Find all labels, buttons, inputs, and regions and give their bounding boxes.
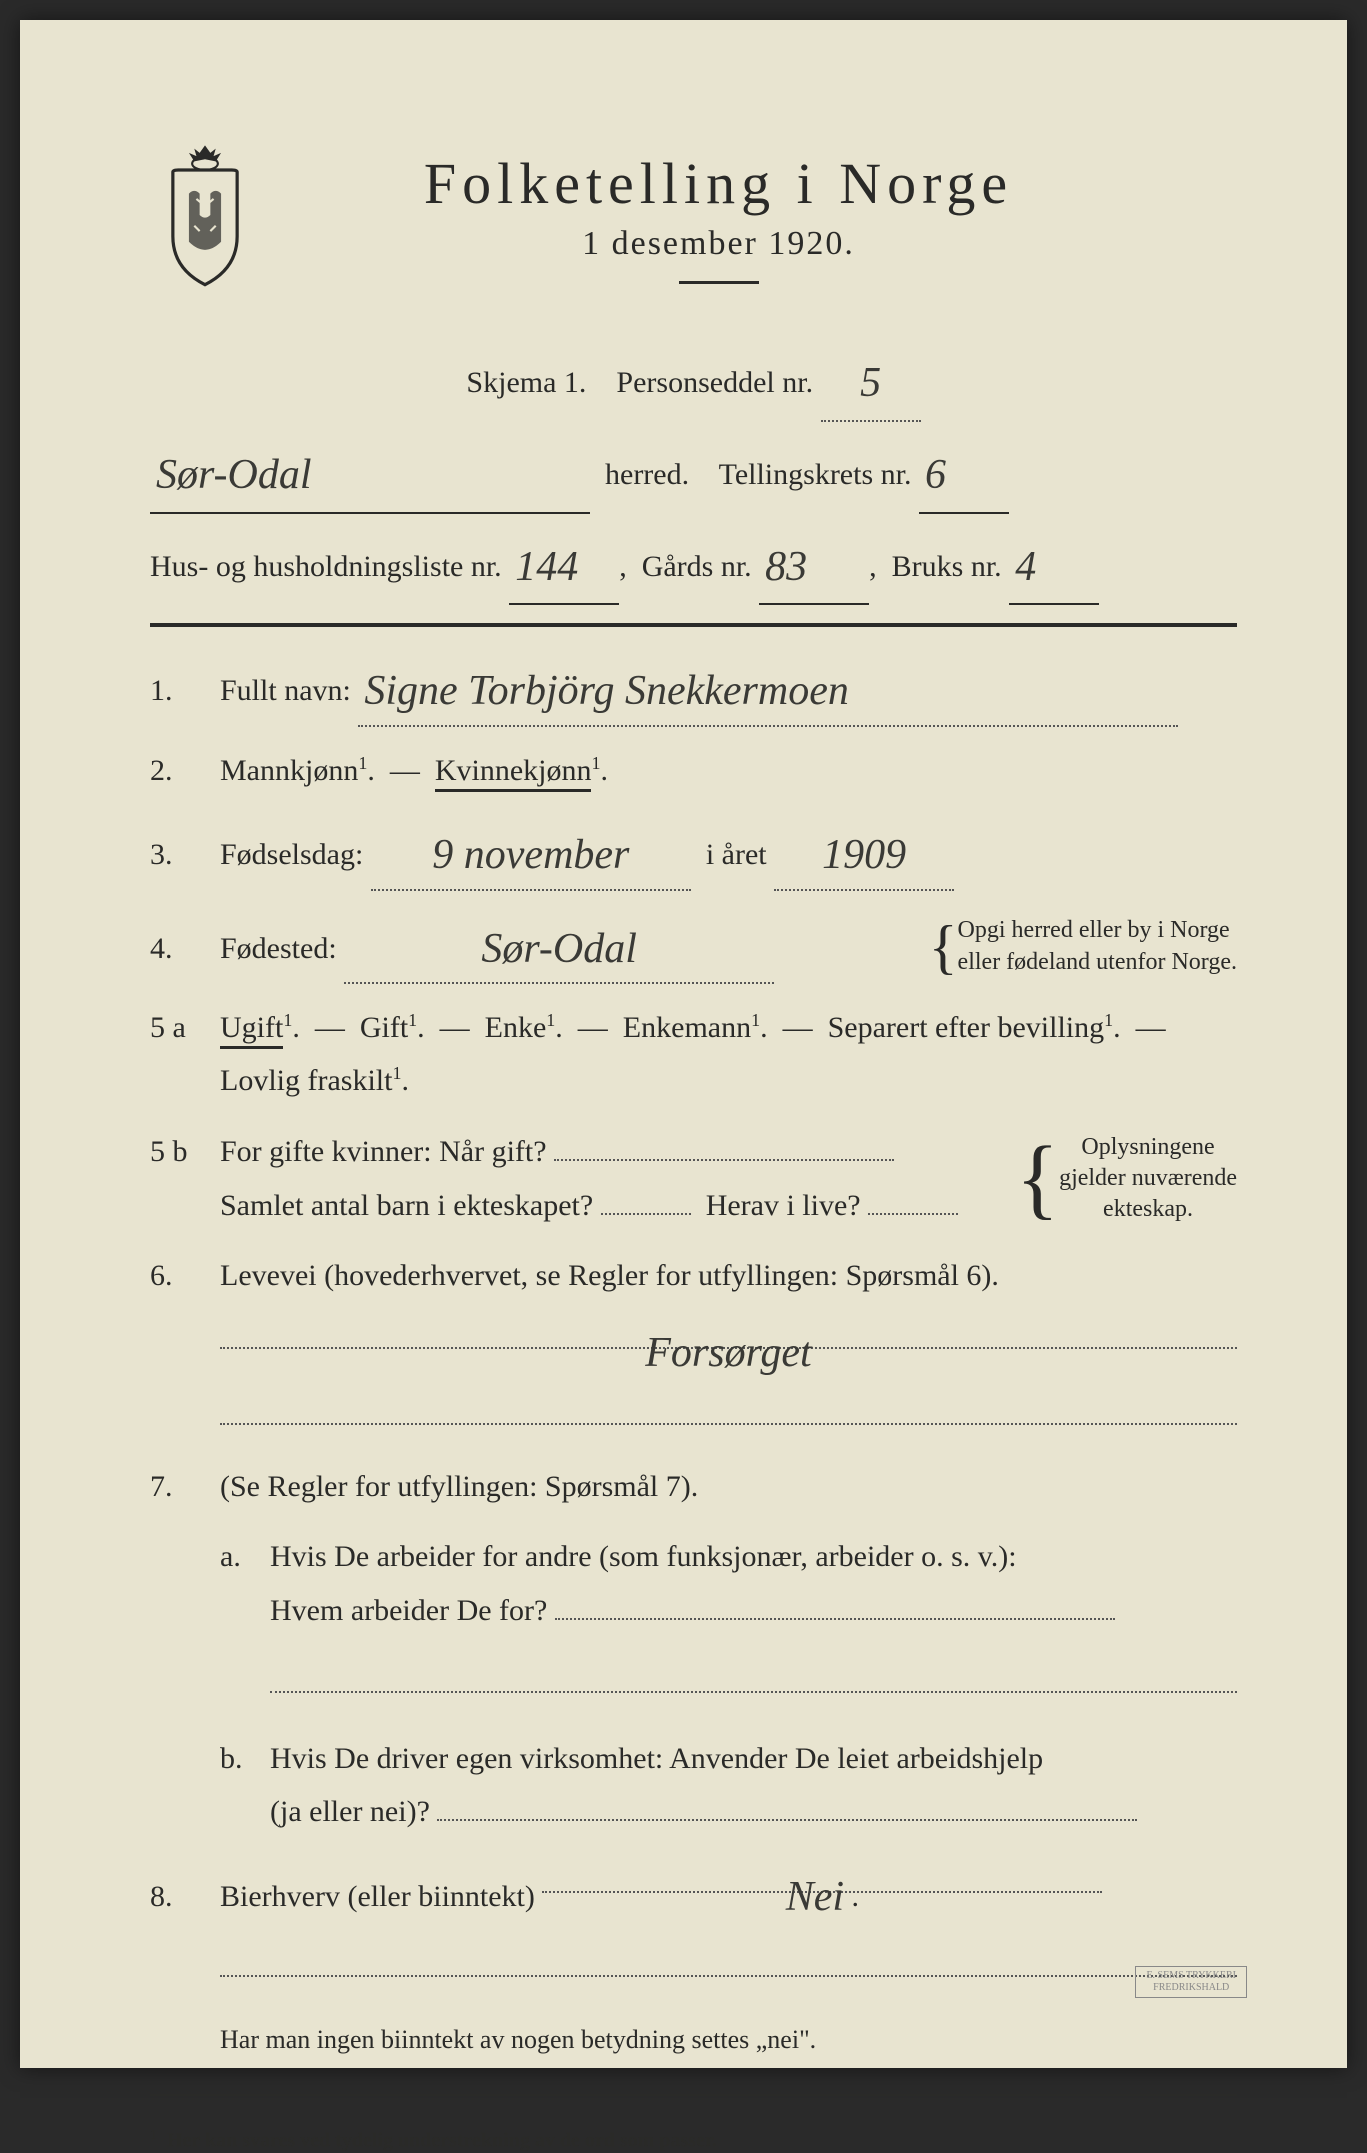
q4-value-field: Sør-Odal (344, 909, 774, 985)
hint-text: Har man ingen biinntekt av nogen betydni… (220, 2015, 1237, 2064)
q8-field2 (220, 1941, 1237, 1977)
personseddel-label: Personseddel nr. (616, 366, 813, 399)
q8-field: Nei . (542, 1857, 1102, 1893)
q4-num: 4. (150, 932, 220, 966)
q5a-fraskilt: Lovlig fraskilt (220, 1064, 392, 1097)
q3-num: 3. (150, 838, 220, 872)
q5b-field2 (601, 1179, 691, 1215)
q5a-enkemann: Enkemann (623, 1011, 751, 1044)
q3-year-label: i året (706, 838, 767, 871)
q4-note: Opgi herred eller by i Norge eller fødel… (958, 915, 1237, 977)
q5b-label3: Herav i live? (706, 1189, 861, 1222)
hus-label: Hus- og husholdningsliste nr. (150, 550, 502, 583)
tellingskrets-label: Tellingskrets nr. (719, 458, 912, 491)
footnote: 1 Her kan svares ved tydelig understrekn… (150, 2120, 1237, 2153)
row-hus: Hus- og husholdningsliste nr. 144, Gårds… (150, 524, 1237, 606)
q8-num: 8. (150, 1880, 220, 1914)
q5a-num: 5 a (150, 1011, 220, 1045)
q5b-label2: Samlet antal barn i ekteskapet? (220, 1189, 593, 1222)
q3-label: Fødselsdag: (220, 838, 363, 871)
question-2: 2. Mannkjønn1. — Kvinnekjønn1. (150, 745, 1237, 798)
brace-icon: { (1016, 1138, 1059, 1219)
q6-label: Levevei (hovederhvervet, se Regler for u… (220, 1259, 999, 1292)
main-title: Folketelling i Norge (300, 150, 1137, 217)
q7a-text2: Hvem arbeider De for? (270, 1594, 547, 1627)
q7a-field (555, 1584, 1115, 1620)
question-5a: 5 a Ugift1. — Gift1. — Enke1. — Enkemann… (150, 1002, 1237, 1107)
printer-stamp: E. SEMS TRYKKERIFREDRIKSHALD (1135, 1966, 1247, 1998)
question-3: 3. Fødselsdag: 9 november i året 1909 (150, 815, 1237, 891)
question-4: 4. Fødested: Sør-Odal { Opgi herred elle… (150, 909, 1237, 985)
bruks-label: Bruks nr. (892, 550, 1002, 583)
personseddel-nr: 5 (821, 340, 921, 422)
q2-mann: Mannkjønn (220, 754, 358, 787)
question-8: 8. Bierhverv (eller biinntekt) Nei . (150, 1857, 1237, 1995)
q8-label: Bierhverv (eller biinntekt) (220, 1880, 535, 1913)
herred-label: herred. (605, 458, 689, 491)
q7b-text1: Hvis De driver egen virksomhet: Anvender… (270, 1742, 1043, 1775)
q7a-field2 (270, 1657, 1237, 1693)
hus-nr: 144 (509, 524, 619, 606)
q2-kvinne: Kvinnekjønn (435, 754, 592, 792)
q7b-field (437, 1785, 1137, 1821)
q5a-separert: Separert efter bevilling (828, 1011, 1105, 1044)
question-1: 1. Fullt navn: Signe Torbjörg Snekkermoe… (150, 651, 1237, 727)
brace-icon: { (929, 920, 958, 974)
q3-day-field: 9 november (371, 815, 691, 891)
q3-year-field: 1909 (774, 815, 954, 891)
q1-label: Fullt navn: (220, 674, 351, 707)
q1-value-field: Signe Torbjörg Snekkermoen (358, 651, 1178, 727)
q5b-label1: For gifte kvinner: Når gift? (220, 1135, 547, 1168)
skjema-label: Skjema 1. (466, 366, 586, 399)
herred-value: Sør-Odal (150, 432, 590, 514)
q7b-label: b. (220, 1733, 270, 1839)
q5a-enke: Enke (485, 1011, 547, 1044)
q5a-ugift: Ugift (220, 1011, 283, 1049)
q5b-num: 5 b (150, 1135, 220, 1169)
census-form-page: Folketelling i Norge 1 desember 1920. Sk… (20, 20, 1347, 2068)
bruks-nr: 4 (1009, 524, 1099, 606)
q6-field: Forsørget (220, 1313, 1237, 1349)
q5a-gift: Gift (360, 1011, 408, 1044)
q4-label: Fødested: (220, 932, 337, 965)
q6-num: 6. (150, 1259, 220, 1293)
question-5b: 5 b For gifte kvinner: Når gift? Samlet … (150, 1125, 1237, 1232)
q5b-note: Oplysningene gjelder nuværende ekteskap. (1059, 1132, 1237, 1226)
q7b-text2: (ja eller nei)? (270, 1795, 430, 1828)
gards-label: Gårds nr. (642, 550, 752, 583)
q1-num: 1. (150, 674, 220, 708)
title-block: Folketelling i Norge 1 desember 1920. (300, 150, 1237, 284)
q6-field2 (220, 1389, 1237, 1425)
footnote-divider (150, 2094, 1237, 2096)
section-divider (150, 623, 1237, 627)
header: Folketelling i Norge 1 desember 1920. (150, 150, 1237, 290)
coat-of-arms-icon (150, 140, 260, 290)
row-skjema: Skjema 1. Personseddel nr. 5 (150, 340, 1237, 422)
gards-nr: 83 (759, 524, 869, 606)
subtitle: 1 desember 1920. (300, 225, 1137, 263)
q7a-label: a. (220, 1531, 270, 1711)
q5b-field3 (868, 1179, 958, 1215)
q7a-text1: Hvis De arbeider for andre (som funksjon… (270, 1540, 1017, 1573)
row-herred: Sør-Odal herred. Tellingskrets nr. 6 (150, 432, 1237, 514)
q7-label: (Se Regler for utfyllingen: Spørsmål 7). (220, 1470, 698, 1503)
q7-num: 7. (150, 1470, 220, 1504)
question-7: 7. (Se Regler for utfyllingen: Spørsmål … (150, 1461, 1237, 1839)
tellingskrets-nr: 6 (919, 432, 1009, 514)
question-6: 6. Levevei (hovederhvervet, se Regler fo… (150, 1250, 1237, 1443)
q5b-field1 (554, 1125, 894, 1161)
title-divider (679, 281, 759, 284)
q2-num: 2. (150, 754, 220, 788)
